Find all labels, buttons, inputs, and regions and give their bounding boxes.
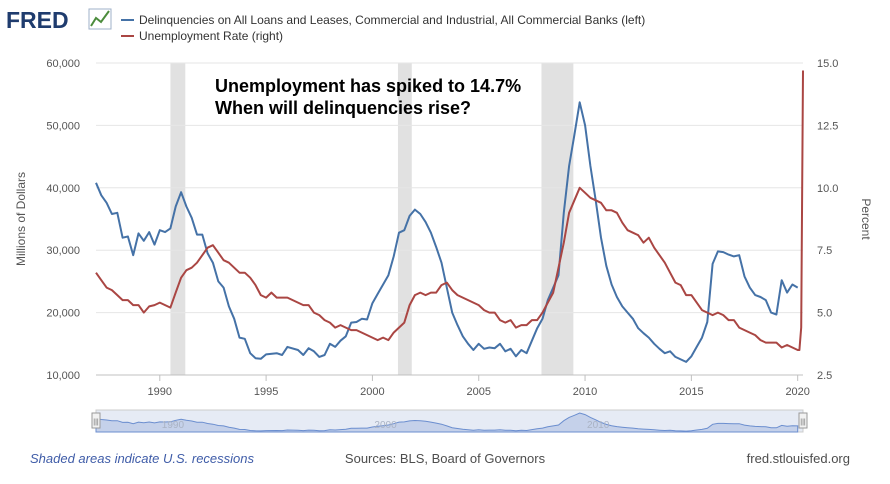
fred-logo-text: FRED bbox=[6, 7, 69, 33]
navigator-right-handle[interactable]: ||| bbox=[798, 412, 808, 429]
legend-label: Unemployment Rate (right) bbox=[139, 29, 283, 43]
navigator-left-handle[interactable]: ||| bbox=[91, 412, 101, 429]
right-tick-label: 5.0 bbox=[817, 308, 832, 320]
navigator-label: 2000 bbox=[374, 420, 397, 431]
left-tick-label: 40,000 bbox=[46, 183, 80, 195]
legend-label: Delinquencies on All Loans and Leases, C… bbox=[139, 13, 645, 27]
series-line-unemployment bbox=[95, 70, 804, 351]
navigator-label: 1990 bbox=[162, 420, 185, 431]
x-tick-label: 2005 bbox=[466, 386, 490, 398]
right-axis-ticks: 2.5 5.0 7.5 10.0 12.5 15.0 bbox=[817, 58, 838, 382]
right-tick-label: 7.5 bbox=[817, 245, 832, 257]
navigator-label: 2010 bbox=[587, 420, 610, 431]
left-tick-label: 30,000 bbox=[46, 245, 80, 257]
navigator-handle-grip: ||| bbox=[93, 419, 99, 426]
right-tick-label: 2.5 bbox=[817, 370, 832, 382]
chart-series bbox=[95, 70, 804, 363]
left-axis-ticks: 10,000 20,000 30,000 40,000 50,000 60,000 bbox=[46, 58, 80, 382]
x-tick-label: 2010 bbox=[573, 386, 597, 398]
footer-recession-note: Shaded areas indicate U.S. recessions bbox=[30, 451, 255, 466]
x-axis-ticks: 1990 1995 2000 2005 2010 2015 2020 bbox=[96, 374, 810, 398]
fred-logo-icon bbox=[88, 8, 112, 30]
left-tick-label: 50,000 bbox=[46, 120, 80, 132]
right-axis-label: Percent bbox=[859, 198, 873, 240]
footer-site-link[interactable]: fred.stlouisfed.org bbox=[746, 451, 850, 466]
chart-legend: Delinquencies on All Loans and Leases, C… bbox=[121, 13, 645, 43]
annotation-line: Unemployment has spiked to 14.7% bbox=[215, 76, 521, 96]
right-tick-label: 10.0 bbox=[817, 183, 838, 195]
x-tick-label: 2015 bbox=[679, 386, 703, 398]
x-tick-label: 1995 bbox=[254, 386, 278, 398]
navigator-series-area bbox=[95, 412, 799, 433]
navigator-handle-box bbox=[798, 412, 808, 429]
right-tick-label: 12.5 bbox=[817, 120, 838, 132]
navigator-handle-grip: ||| bbox=[800, 419, 806, 426]
recession-band bbox=[397, 63, 412, 375]
range-navigator[interactable]: 1990 2000 2010 ||| ||| bbox=[91, 409, 808, 433]
fred-logo[interactable]: FRED bbox=[6, 7, 112, 33]
x-tick-label: 2020 bbox=[785, 386, 809, 398]
left-axis-label: Millions of Dollars bbox=[14, 172, 28, 266]
fred-chart: FRED Delinquencies on All Loans and Leas… bbox=[6, 7, 873, 433]
series-line-delinquencies bbox=[95, 101, 799, 363]
right-tick-label: 15.0 bbox=[817, 58, 838, 70]
navigator-handle-box bbox=[91, 412, 101, 429]
x-tick-label: 2000 bbox=[360, 386, 384, 398]
footer-sources: Sources: BLS, Board of Governors bbox=[344, 451, 546, 466]
left-tick-label: 10,000 bbox=[46, 370, 80, 382]
annotation-line: When will delinquencies rise? bbox=[215, 98, 471, 118]
chart-annotation: Unemployment has spiked to 14.7%When wil… bbox=[215, 76, 521, 118]
left-tick-label: 60,000 bbox=[46, 58, 80, 70]
x-tick-label: 1990 bbox=[148, 386, 172, 398]
left-tick-label: 20,000 bbox=[46, 308, 80, 320]
